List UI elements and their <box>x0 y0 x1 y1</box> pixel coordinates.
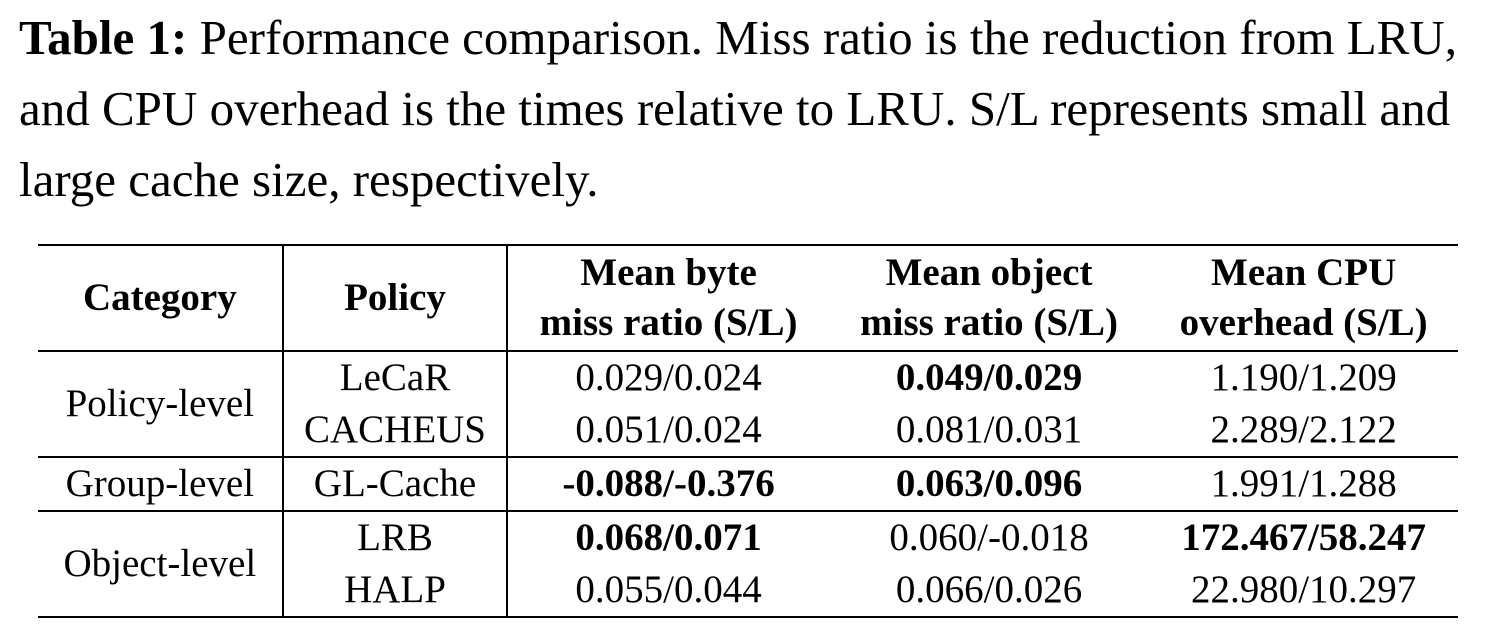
cpu-overhead-cell: 172.467/58.247 <box>1181 516 1427 559</box>
object-miss-cell: 0.063/0.096 <box>895 462 1083 505</box>
byte-miss-cell: 0.055/0.044 <box>575 568 762 611</box>
object-miss-cell: 0.066/0.026 <box>895 568 1083 611</box>
byte-miss-cell: 0.051/0.024 <box>575 408 762 451</box>
category-cell: Policy-level <box>38 351 284 457</box>
header-row: Category Policy Mean byte miss ratio (S/L… <box>38 245 1458 351</box>
byte-miss-cell: 0.068/0.071 <box>575 516 762 559</box>
performance-table: Category Policy Mean byte miss ratio (S/L… <box>38 244 1458 618</box>
caption-text: Performance comparison. Miss ratio is th… <box>19 10 1457 207</box>
byte-miss-cell: 0.029/0.024 <box>575 356 762 399</box>
table-row: CACHEUS 0.051/0.024 0.081/0.031 2.289/2.… <box>38 404 1458 457</box>
table-caption: Table 1: Performance comparison. Miss ra… <box>19 2 1469 215</box>
byte-miss-cell: -0.088/-0.376 <box>562 462 775 505</box>
caption-label: Table 1: <box>19 10 188 65</box>
header-cpu-overhead: Mean CPU overhead (S/L) <box>1179 251 1428 344</box>
policy-cell: HALP <box>282 564 509 617</box>
table-row: HALP 0.055/0.044 0.066/0.026 22.980/10.2… <box>38 564 1458 617</box>
object-miss-cell: 0.060/-0.018 <box>889 516 1089 559</box>
cpu-overhead-cell: 1.991/1.288 <box>1210 462 1397 505</box>
header-object-miss: Mean object miss ratio (S/L) <box>860 251 1118 344</box>
table-row: Policy-level LeCaR 0.029/0.024 0.049/0.0… <box>38 351 1458 457</box>
cpu-overhead-cell: 2.289/2.122 <box>1210 408 1397 451</box>
policy-cell: CACHEUS <box>282 404 509 457</box>
policy-cell: LeCaR <box>282 351 509 404</box>
cpu-overhead-cell: 22.980/10.297 <box>1190 568 1417 611</box>
object-miss-cell: 0.049/0.029 <box>895 356 1083 399</box>
category-cell: Object-level <box>38 511 284 617</box>
policy-cell: LRB <box>282 511 509 564</box>
header-category: Category <box>38 245 284 351</box>
header-policy: Policy <box>282 245 509 351</box>
header-byte-miss: Mean byte miss ratio (S/L) <box>539 251 798 344</box>
category-cell: Group-level <box>38 457 284 511</box>
table-row: Object-level LRB 0.068/0.071 0.060/-0.01… <box>38 511 1458 617</box>
cpu-overhead-cell: 1.190/1.209 <box>1210 356 1397 399</box>
object-miss-cell: 0.081/0.031 <box>895 408 1083 451</box>
table-row: Group-level GL-Cache -0.088/-0.376 0.063… <box>38 457 1458 511</box>
policy-cell: GL-Cache <box>282 457 509 511</box>
